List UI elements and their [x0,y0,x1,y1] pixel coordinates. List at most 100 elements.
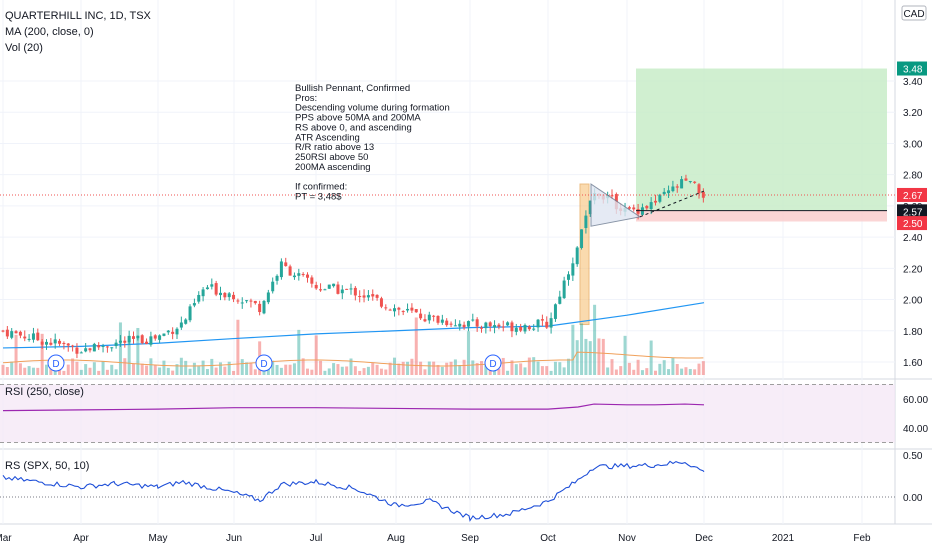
volume-bar [62,370,66,375]
volume-bar [675,363,679,375]
candle-body [166,330,170,333]
volume-bar [197,366,201,375]
candle-body [549,318,553,328]
volume-bar [271,360,275,375]
dividend-marker-label: D [260,359,267,370]
candle-body [497,324,501,327]
candle-body [253,300,257,304]
volume-ma-line [2,351,704,367]
time-tick-label: May [149,533,168,544]
candle-body [319,289,323,291]
candle-body [501,326,505,328]
candle-body [145,341,149,344]
candle-body [484,322,488,329]
volume-bar [253,369,257,375]
time-tick-label: Sep [461,533,479,544]
candle-body [693,181,697,183]
candle-body [301,274,305,276]
volume-bar [684,367,688,375]
time-tick-label: Feb [853,533,871,544]
candle-body [1,330,5,332]
candle-body [123,340,127,343]
volume-bar [249,362,253,375]
annotation-line: Bullish Pennant, Confirmed [295,83,410,94]
volume-bar [214,367,218,375]
candle-body [562,280,566,299]
volume-bar [614,369,618,375]
rs-line [2,460,705,522]
candle-body [288,266,292,276]
candle-body [410,307,414,311]
volume-bar [1,364,5,375]
annotation-line: PPS above 50MA and 200MA [295,113,421,124]
volume-bar [475,363,479,375]
volume-bar [632,369,636,375]
candle-body [440,319,444,323]
volume-bar [658,363,662,375]
volume-bar [532,357,536,375]
volume-bar [140,363,144,375]
time-tick-label: Jul [310,533,323,544]
price-tick-label: 2.40 [903,233,923,244]
volume-bar [584,338,588,375]
time-tick-label: Mar [0,533,12,544]
dividend-marker [47,354,65,372]
candle-body [571,263,575,276]
rsi-panel-plot [0,384,895,443]
volume-bar [397,363,401,375]
candle-body [292,275,296,278]
legend-symbol[interactable]: QUARTERHILL INC, 1D, TSX [5,10,152,22]
rs-tick-label: 0.50 [903,451,923,462]
candle-body [240,302,244,304]
candle-body [532,328,536,330]
volume-bar [445,362,449,375]
price-badge-label: 2.50 [903,219,923,230]
legend-vol[interactable]: Vol (20) [5,42,43,54]
volume-bar [171,370,175,375]
candle-body [75,347,79,354]
volume-bar [506,370,510,375]
price-badge [897,61,927,76]
volume-bar [310,369,314,375]
candle-body [279,261,283,278]
volume-bar [136,327,140,375]
candle-body [427,314,431,321]
volume-bar [466,331,470,375]
volume-bar [184,360,188,375]
candle-body [366,295,370,298]
volume-bar [336,364,340,375]
candle-body [436,315,440,323]
annotation-line: ATR Ascending [295,132,360,143]
rs-panel-title[interactable]: RS (SPX, 50, 10) [5,460,89,472]
volume-bar [332,363,336,375]
legend-ma[interactable]: MA (200, close, 0) [5,26,94,38]
volume-bar [23,367,27,375]
candle-body [588,200,592,215]
volume-bar [210,358,214,375]
price-tick-label: 2.80 [903,171,923,182]
candle-body [688,181,692,183]
volume-bar [323,370,327,375]
candle-body [432,315,436,317]
candle-body [327,284,331,289]
volume-bar [619,366,623,375]
candle-body [118,340,122,343]
candle-body [10,331,14,338]
candle-body [136,335,140,339]
volume-bar [314,335,318,375]
time-tick-label: Oct [540,533,556,544]
volume-bar [240,359,244,375]
volume-bar [84,364,88,375]
volume-bar [645,368,649,375]
rsi-panel-title[interactable]: RSI (250, close) [5,386,84,398]
candle-body [27,338,31,340]
candle-body [105,346,109,348]
candle-body [66,343,70,346]
volume-bar [697,363,701,375]
annotation-note[interactable]: Bullish Pennant, ConfirmedPros:Descendin… [295,83,450,202]
currency-badge[interactable] [901,5,927,21]
volume-bar [97,370,101,375]
candle-body [697,184,701,194]
volume-bar [567,358,570,375]
